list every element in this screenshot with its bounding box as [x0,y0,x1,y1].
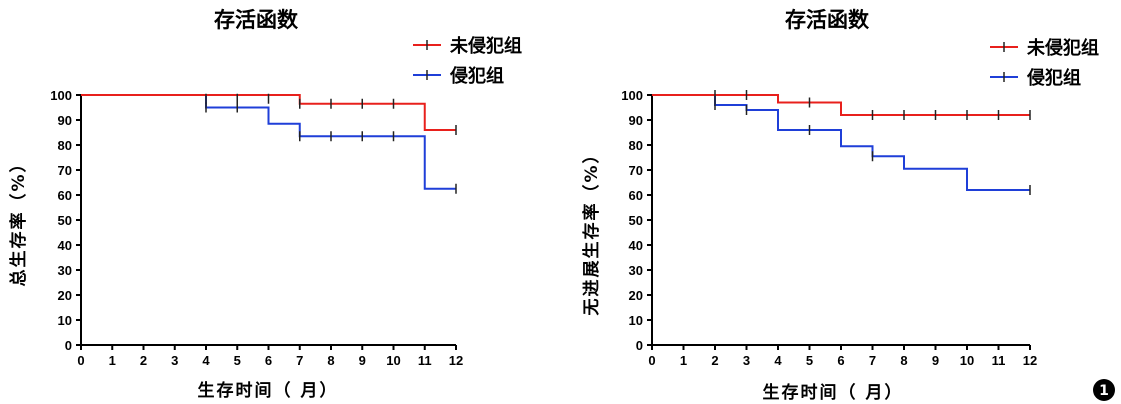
x-tick-label: 1 [680,353,687,368]
x-tick-label: 12 [449,353,463,368]
x-tick-label: 3 [743,353,750,368]
survival-step-line [205,95,456,190]
x-tick-label: 4 [202,353,210,368]
x-tick-label: 5 [234,353,241,368]
y-tick-label: 30 [629,263,643,278]
legend-item-non-invasion: 未侵犯组 [990,37,1099,59]
x-tick-label: 4 [774,353,782,368]
figure-badge: 1 [1093,379,1115,401]
y-tick-label: 20 [629,288,643,303]
x-tick-label: 11 [418,353,432,368]
x-tick-label: 2 [711,353,718,368]
chart-title: 存活函数 [214,7,299,32]
y-tick-label: 40 [58,238,72,253]
y-tick-label: 60 [629,188,643,203]
series-non-invasion [81,93,457,135]
survival-step-line [652,94,1030,116]
x-tick-label: 9 [359,353,366,368]
badge-circle [1093,379,1115,401]
y-tick-label: 90 [58,113,72,128]
legend-label: 侵犯组 [1026,67,1081,89]
x-tick-label: 5 [806,353,813,368]
y-tick-label: 20 [58,288,72,303]
x-tick-label: 0 [77,353,84,368]
y-tick-label: 100 [50,88,72,103]
legend-item-invasion: 侵犯组 [413,65,504,87]
y-tick-label: 0 [65,338,72,353]
y-tick-label: 40 [629,238,643,253]
y-tick-label: 0 [636,338,643,353]
legend-item-invasion: 侵犯组 [990,67,1081,89]
x-tick-label: 7 [296,353,303,368]
y-tick-label: 50 [58,213,72,228]
y-tick-label: 70 [58,163,72,178]
x-axis-label: 生存时间（ 月） [198,380,339,401]
y-tick-label: 10 [629,313,643,328]
badge-number: 1 [1099,383,1109,399]
x-tick-label: 3 [171,353,178,368]
y-axis-label: 无进展生存率（%） [581,144,602,316]
x-tick-label: 8 [327,353,334,368]
x-tick-label: 6 [837,353,844,368]
x-tick-label: 8 [900,353,907,368]
legend-label: 未侵犯组 [1027,37,1099,59]
legend-label: 侵犯组 [449,65,504,87]
series-non-invasion [652,90,1031,120]
y-tick-label: 80 [58,138,72,153]
series-invasion [714,95,1031,195]
x-tick-label: 1 [109,353,116,368]
x-tick-label: 0 [648,353,655,368]
y-tick-label: 10 [58,313,72,328]
x-tick-label: 6 [265,353,272,368]
x-tick-label: 9 [932,353,939,368]
x-tick-label: 12 [1023,353,1037,368]
legend-item-non-invasion: 未侵犯组 [413,35,522,57]
series-invasion [205,95,457,194]
y-tick-label: 60 [58,188,72,203]
x-tick-label: 10 [386,353,400,368]
chart-title: 存活函数 [785,7,870,32]
y-tick-label: 50 [629,213,643,228]
x-tick-label: 2 [140,353,147,368]
y-tick-label: 100 [621,88,643,103]
legend-label: 未侵犯组 [450,35,522,57]
y-axis-label: 总生存率（%） [8,153,29,286]
y-tick-label: 70 [629,163,643,178]
x-tick-label: 7 [869,353,876,368]
x-tick-label: 11 [992,353,1006,368]
x-tick-label: 10 [960,353,974,368]
y-tick-label: 80 [629,138,643,153]
survival-step-line [714,95,1030,191]
y-tick-label: 90 [629,113,643,128]
x-axis-label: 生存时间（ 月） [763,382,904,403]
y-tick-label: 30 [58,263,72,278]
